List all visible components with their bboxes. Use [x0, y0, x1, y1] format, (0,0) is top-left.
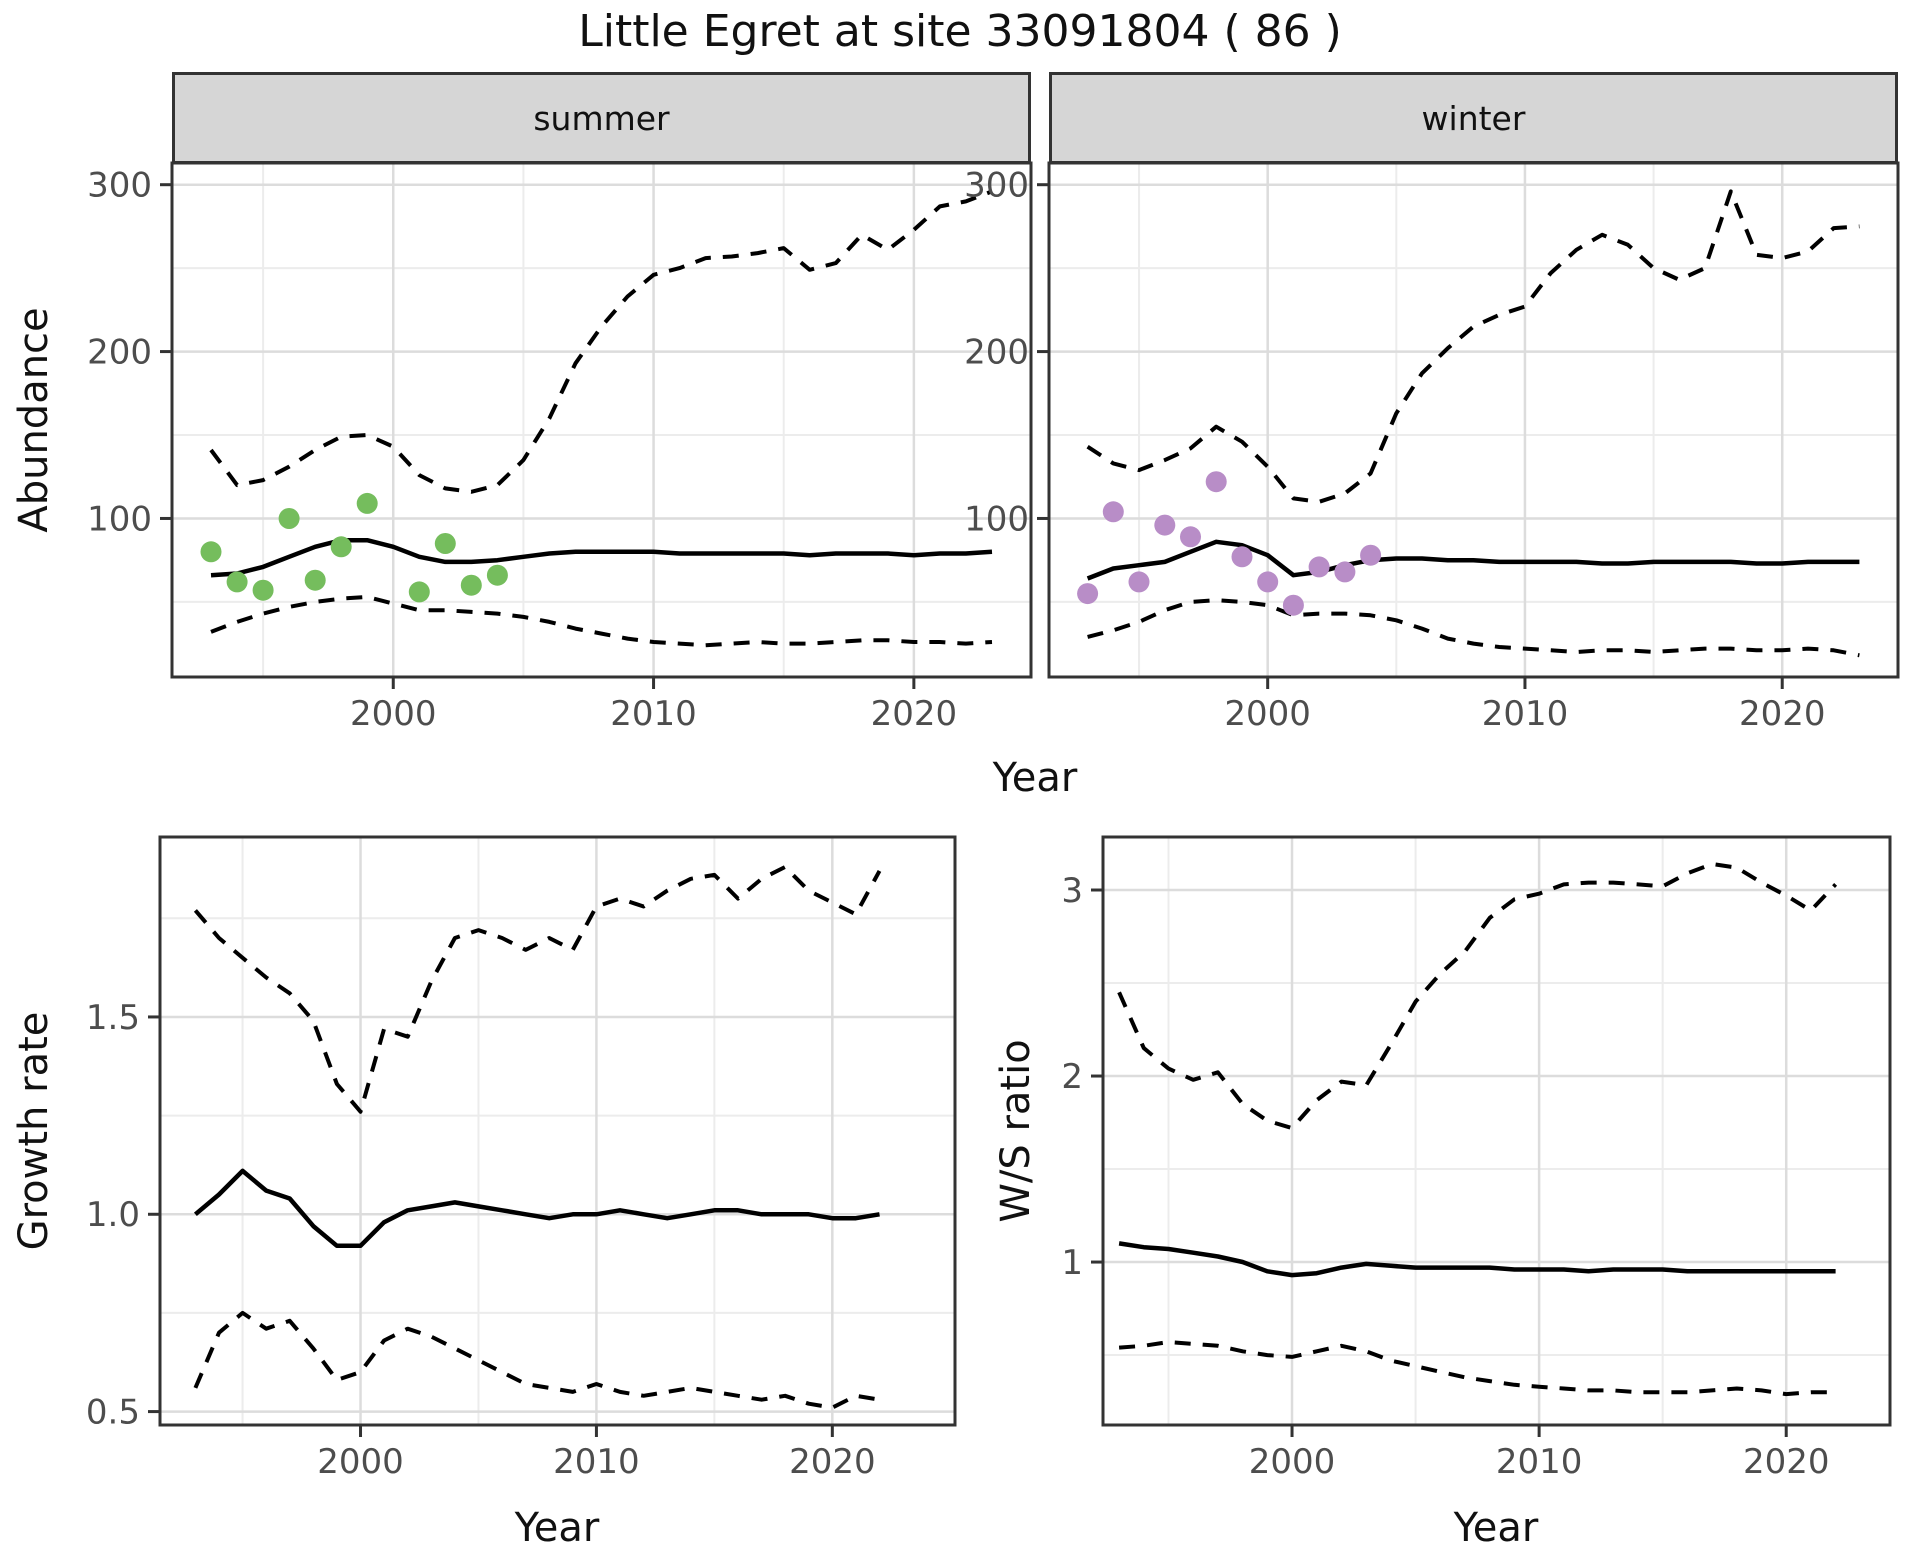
facet-strip-summer: summer [172, 72, 1031, 164]
abundance-summer-observed-point [434, 533, 456, 554]
abundance-winter-observed-point [1154, 514, 1176, 536]
growth-rate-panel-bg [160, 837, 955, 1425]
y-tick-label: 1 [1061, 1243, 1083, 1283]
y-axis-title-ws-ratio: W/S ratio [993, 1039, 1039, 1223]
abundance-winter-lower-95ci-line [1087, 598, 1860, 658]
abundance-summer-lower-95ci-line [210, 594, 993, 648]
x-tick-label: 2020 [871, 694, 958, 734]
growth-rate-lower-95ci-line [193, 1310, 880, 1410]
x-tick-label: 2020 [1739, 694, 1826, 734]
x-tick-label: 2020 [789, 1442, 876, 1482]
abundance-winter-observed-point [1282, 594, 1304, 616]
y-tick-label: 3 [1061, 871, 1083, 911]
y-tick-label: 1.0 [86, 1195, 140, 1235]
ws-ratio-upper-95ci-line [1117, 862, 1838, 1131]
x-tick-label: 2020 [1743, 1442, 1830, 1482]
x-tick-label: 2000 [1249, 1442, 1336, 1482]
abundance-winter-observed-point [1231, 546, 1253, 568]
abundance-winter-panel-bg [1049, 163, 1898, 677]
x-axis-title-year-growth: Year [514, 1505, 600, 1551]
abundance-winter-panel-border [1047, 161, 1900, 679]
abundance-summer-panel-border [170, 161, 1033, 679]
abundance-winter-observed-point [1180, 526, 1201, 548]
abundance-winter-observed-point [1360, 544, 1382, 566]
y-tick-label: 100 [964, 499, 1029, 539]
y-axis-title-growth-rate: Growth rate [11, 1011, 57, 1251]
y-tick-label: 2 [1061, 1057, 1083, 1097]
abundance-summer-observed-point [200, 541, 222, 563]
abundance-summer-observed-point [486, 564, 508, 586]
growth-rate-panel-border [158, 835, 957, 1427]
x-axis-title-year-top: Year [992, 755, 1078, 801]
y-tick-label: 100 [87, 499, 152, 539]
abundance-summer-observed-point [330, 536, 352, 558]
abundance-winter-observed-point [1128, 571, 1150, 593]
y-tick-label: 300 [964, 166, 1029, 206]
x-axis-title-year-ws: Year [1453, 1505, 1539, 1551]
figure-title: Little Egret at site 33091804 ( 86 ) [578, 6, 1342, 57]
growth-rate-mean-estimate-line [193, 1168, 880, 1249]
abundance-summer-observed-point [252, 579, 274, 601]
abundance-summer-observed-point [460, 574, 482, 596]
abundance-summer-observed-point [226, 571, 248, 593]
abundance-winter-observed-point [1077, 583, 1099, 605]
y-axis-title-abundance: Abundance [11, 307, 57, 533]
x-tick-label: 2010 [610, 694, 697, 734]
abundance-winter-upper-95ci-line [1086, 189, 1860, 504]
abundance-summer-observed-point [278, 508, 300, 529]
x-tick-label: 2010 [1496, 1442, 1583, 1482]
ws-ratio-panel-bg [1103, 837, 1890, 1425]
abundance-winter-mean-estimate-line [1086, 539, 1860, 581]
ws-ratio-lower-95ci-line [1118, 1340, 1836, 1397]
facet-strip-winter: winter [1049, 72, 1898, 164]
abundance-summer-panel-bg [172, 163, 1031, 677]
ws-ratio-mean-estimate-line [1118, 1241, 1836, 1278]
y-tick-label: 200 [964, 332, 1029, 372]
x-tick-label: 2010 [553, 1442, 640, 1482]
abundance-summer-observed-point [408, 581, 430, 603]
abundance-winter-observed-point [1257, 571, 1279, 593]
abundance-summer-observed-point [304, 569, 326, 591]
x-tick-label: 2010 [1482, 694, 1569, 734]
y-tick-label: 0.5 [86, 1392, 140, 1432]
x-tick-label: 2000 [1224, 694, 1311, 734]
facet-strip-summer-label: summer [533, 98, 670, 138]
x-tick-label: 2000 [350, 694, 437, 734]
abundance-summer-observed-point [356, 492, 378, 514]
abundance-winter-observed-point [1308, 556, 1330, 578]
ws-ratio-panel-border [1101, 835, 1892, 1427]
abundance-winter-observed-point [1102, 501, 1124, 523]
abundance-winter-observed-point [1334, 561, 1356, 583]
facet-strip-winter-label: winter [1421, 98, 1526, 138]
y-tick-label: 300 [87, 166, 152, 206]
abundance-winter-observed-point [1205, 471, 1227, 493]
x-tick-label: 2000 [317, 1442, 404, 1482]
y-tick-label: 1.5 [86, 998, 140, 1038]
y-tick-label: 200 [87, 332, 152, 372]
